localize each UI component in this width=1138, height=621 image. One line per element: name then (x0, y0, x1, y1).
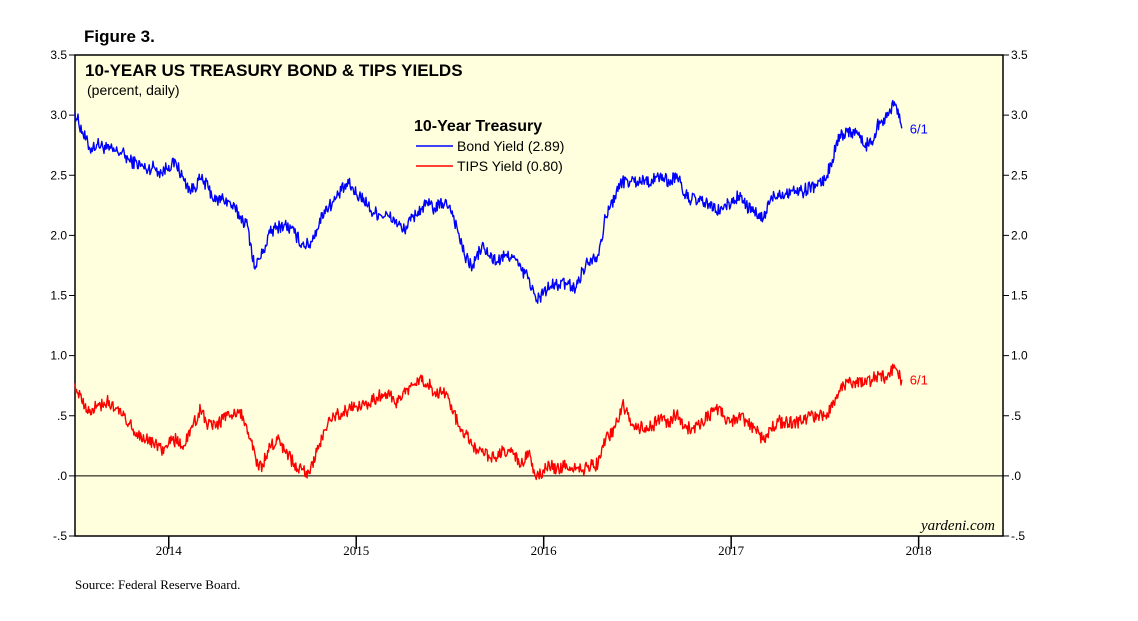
y-tick-label-right: 1.5 (1011, 289, 1028, 303)
end-label-bond: 6/1 (910, 121, 928, 136)
legend-label-tips: TIPS Yield (0.80) (457, 158, 563, 174)
year-label: 2014 (156, 543, 183, 558)
chart-subtitle: (percent, daily) (87, 82, 180, 98)
y-tick-label-right: 1.0 (1011, 349, 1028, 363)
y-tick-label-right: 2.5 (1011, 168, 1028, 182)
y-tick-label-left: -.5 (53, 529, 67, 543)
y-tick-label-left: 1.5 (50, 289, 67, 303)
y-tick-label-left: .0 (57, 469, 67, 483)
year-label: 2017 (718, 543, 745, 558)
y-tick-label-left: 3.5 (50, 48, 67, 62)
y-tick-label-right: .0 (1011, 469, 1021, 483)
chart-title: 10-YEAR US TREASURY BOND & TIPS YIELDS (85, 61, 463, 80)
y-tick-label-right: 2.0 (1011, 228, 1028, 242)
y-tick-label-left: .5 (57, 409, 67, 423)
source-note: Source: Federal Reserve Board. (75, 577, 241, 592)
year-label: 2015 (343, 543, 369, 558)
series-line-tips-yield (74, 363, 903, 481)
legend: 10-Year Treasury Bond Yield (2.89) TIPS … (414, 118, 564, 174)
series-line-bond-yield (74, 99, 903, 304)
y-tick-label-left: 1.0 (50, 349, 67, 363)
end-label-tips: 6/1 (910, 373, 928, 388)
y-tick-label-right: 3.0 (1011, 108, 1028, 122)
y-tick-label-left: 2.0 (50, 228, 67, 242)
legend-label-bond: Bond Yield (2.89) (457, 138, 564, 154)
legend-title: 10-Year Treasury (414, 118, 542, 135)
y-tick-label-right: 3.5 (1011, 48, 1028, 62)
series-lines: 6/1 6/1 (74, 99, 928, 481)
y-tick-label-right: .5 (1011, 409, 1021, 423)
watermark: yardeni.com (919, 518, 995, 534)
axes: 3.5 3.5 3.0 3.0 2.5 2.5 2.0 2.0 1.5 1.5 1.0 1.0 .5 .5… (50, 48, 1028, 558)
y-tick-label-right: -.5 (1011, 529, 1025, 543)
year-label: 2016 (531, 543, 558, 558)
year-label: 2018 (906, 543, 932, 558)
y-tick-label-left: 2.5 (50, 168, 67, 182)
figure-label: Figure 3. (84, 27, 155, 46)
y-tick-label-left: 3.0 (50, 108, 67, 122)
